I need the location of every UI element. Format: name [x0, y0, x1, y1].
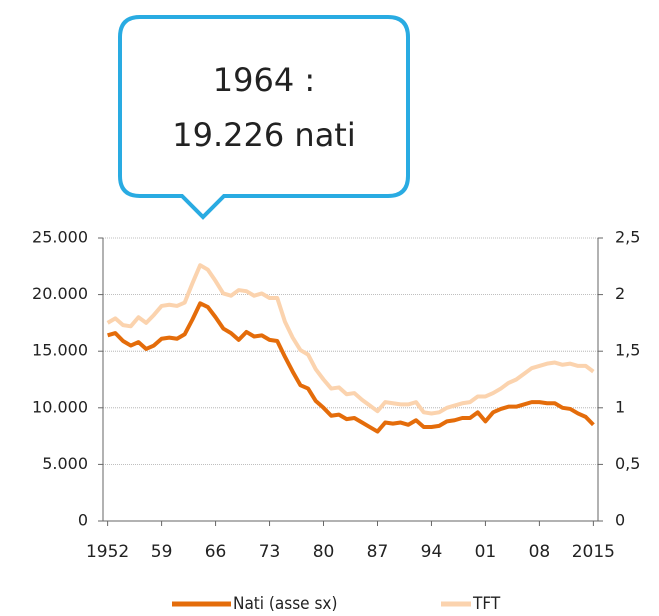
y2-tick-label: 0 — [615, 511, 625, 530]
annotation: 19.226 nati — [172, 116, 355, 154]
x-tick-label: 73 — [259, 542, 281, 562]
y-tick-label: 15.000 — [32, 341, 88, 360]
legend-label: TFT — [472, 594, 501, 614]
series-line — [106, 263, 595, 416]
y-tick-label: 20.000 — [32, 284, 88, 303]
x-tick-label: 59 — [151, 542, 173, 562]
y2-tick-label: 1 — [615, 397, 625, 416]
series-line — [107, 301, 595, 434]
y2-tick-label: 0,5 — [615, 454, 640, 473]
y-tick-label: 25.000 — [32, 228, 88, 247]
x-tick-label: 87 — [367, 542, 389, 562]
y2-tick-label: 1,5 — [615, 341, 640, 360]
y-tick-label: 10.000 — [32, 397, 88, 416]
x-tick-label: 2015 — [572, 542, 615, 562]
y2-tick-label: 2,5 — [615, 228, 640, 247]
x-tick-label: 1952 — [86, 542, 129, 562]
y-tick-label: 0 — [78, 511, 88, 530]
x-tick-label: 66 — [205, 542, 227, 562]
callout — [118, 15, 410, 220]
x-tick-label: 08 — [529, 542, 551, 562]
x-tick-label: 01 — [475, 542, 497, 562]
annotation: 1964 : — [213, 61, 315, 99]
y2-tick-label: 2 — [615, 284, 625, 303]
x-tick-label: 80 — [313, 542, 335, 562]
y-tick-label: 5.000 — [42, 454, 88, 473]
x-tick-label: 94 — [421, 542, 443, 562]
legend-label: Nati (asse sx) — [233, 594, 337, 614]
